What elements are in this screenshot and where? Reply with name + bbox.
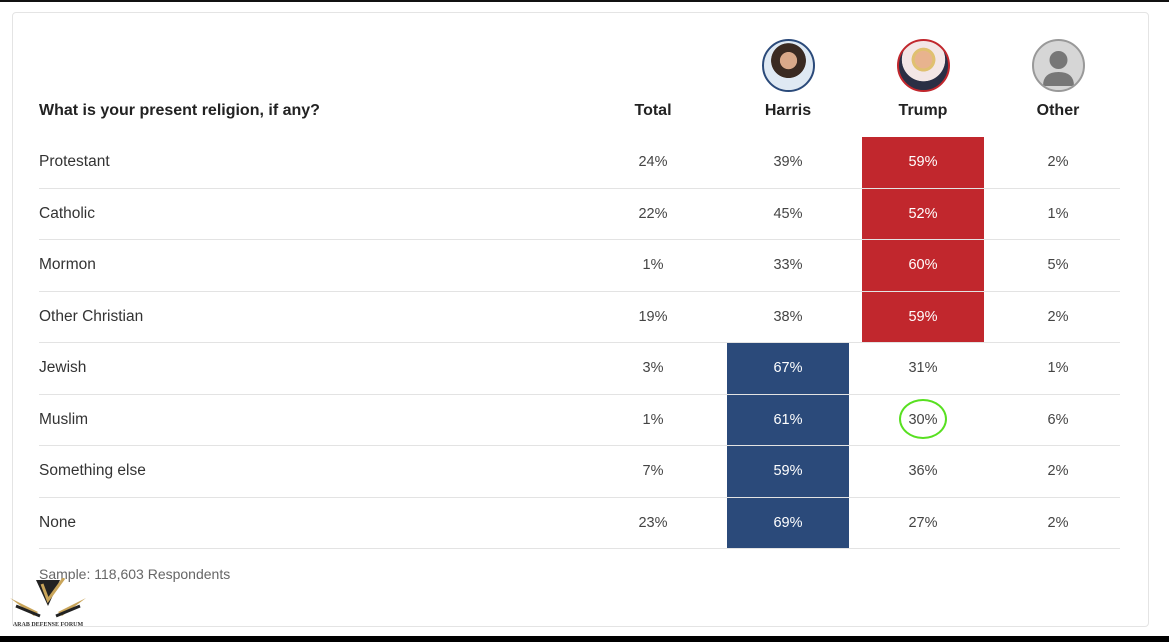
cell-trump: 27% — [862, 498, 984, 549]
cell-value: 2% — [1047, 463, 1069, 479]
cell-harris: 39% — [727, 137, 849, 188]
cell-value: 1% — [642, 257, 664, 273]
row-label: Catholic — [39, 204, 95, 222]
cell-value: 45% — [773, 205, 803, 222]
trump-avatar — [897, 39, 950, 92]
cell-other: 2% — [997, 446, 1119, 497]
cell-other: 2% — [997, 292, 1119, 343]
cell-harris: 33% — [727, 240, 849, 291]
cell-harris: 59% — [727, 446, 849, 497]
cell-value: 59% — [908, 308, 938, 325]
bottom-border — [0, 636, 1169, 642]
cell-value: 59% — [908, 154, 938, 170]
cell-total: 1% — [592, 395, 714, 446]
cell-trump: 31% — [862, 343, 984, 394]
harris-avatar — [762, 39, 815, 92]
cell-other: 1% — [997, 189, 1119, 240]
cell-value: 23% — [638, 514, 668, 531]
table-row: Something else 7% 59% 36% 2% — [39, 446, 1120, 498]
cell-total: 24% — [592, 137, 714, 188]
cell-value: 59% — [773, 463, 803, 479]
row-label: Jewish — [39, 359, 87, 376]
row-label: Something else — [39, 462, 146, 479]
cell-value: 27% — [908, 514, 938, 531]
cell-value: 1% — [1047, 205, 1069, 222]
cell-value: 33% — [773, 257, 803, 273]
cell-value: 36% — [908, 463, 938, 479]
cell-value: 69% — [773, 514, 803, 531]
table-row: Jewish 3% 67% 31% 1% — [39, 343, 1120, 395]
cell-total: 3% — [592, 343, 714, 394]
person-icon — [1043, 51, 1074, 86]
cell-value: 52% — [908, 205, 938, 222]
col-header-harris: Harris — [764, 102, 812, 119]
table-row: Catholic 22% 45% 52% 1% — [39, 188, 1120, 240]
cell-value: 5% — [1047, 257, 1069, 273]
cell-value: 2% — [1047, 154, 1069, 170]
cell-value: 60% — [908, 257, 938, 273]
cell-total: 7% — [592, 446, 714, 497]
row-label: Other Christian — [39, 307, 144, 325]
cell-other: 2% — [997, 137, 1119, 188]
cell-value: 67% — [773, 360, 803, 376]
cell-other: 1% — [997, 343, 1119, 394]
cell-value: 2% — [1047, 514, 1069, 531]
cell-harris: 67% — [727, 343, 849, 394]
cell-total: 19% — [592, 292, 714, 343]
cell-trump: 59% — [862, 291, 984, 342]
cell-harris: 38% — [727, 292, 849, 343]
cell-trump: 59% — [862, 137, 984, 188]
table-row: None 23% 69% 27% 2% — [39, 497, 1120, 549]
cell-value: 6% — [1047, 411, 1069, 428]
cell-total: 22% — [592, 189, 714, 240]
cell-value: 2% — [1047, 308, 1069, 325]
question-heading: What is your present religion, if any? — [39, 102, 320, 119]
cell-value: 1% — [642, 411, 664, 428]
col-header-total: Total — [634, 102, 672, 119]
cell-value: 31% — [908, 360, 938, 376]
cell-harris: 69% — [727, 497, 849, 548]
col-header-other: Other — [1036, 102, 1080, 119]
cell-trump: 30% — [862, 395, 984, 446]
table-row: Muslim 1% 61% 30% 6% — [39, 394, 1120, 446]
cell-value: 19% — [638, 308, 668, 325]
cell-other: 2% — [997, 498, 1119, 549]
cell-value: 1% — [1047, 360, 1069, 376]
cell-other: 6% — [997, 395, 1119, 446]
watermark-logo: ARAB DEFENSE FORUM — [8, 577, 88, 638]
cell-other: 5% — [997, 240, 1119, 291]
cell-trump: 36% — [862, 446, 984, 497]
cell-total: 1% — [592, 240, 714, 291]
cell-harris: 61% — [727, 394, 849, 445]
highlight-circle — [899, 398, 947, 439]
row-label: Muslim — [39, 410, 89, 428]
other-avatar — [1032, 39, 1085, 92]
cell-harris: 45% — [727, 189, 849, 240]
cell-trump: 52% — [862, 188, 984, 239]
table-row: Protestant 24% 39% 59% 2% — [39, 137, 1120, 189]
table-row: Other Christian 19% 38% 59% 2% — [39, 291, 1120, 343]
cell-value: 22% — [638, 205, 668, 222]
cell-value: 38% — [773, 308, 803, 325]
row-label: None — [39, 513, 77, 531]
top-border — [0, 0, 1169, 2]
cell-total: 23% — [592, 498, 714, 549]
row-label: Protestant — [39, 153, 110, 170]
cell-value: 24% — [638, 154, 668, 170]
cell-trump: 60% — [862, 240, 984, 291]
cell-value: 61% — [773, 411, 803, 428]
cell-value: 3% — [642, 360, 664, 376]
sample-note: Sample: 118,603 Respondents — [39, 566, 231, 582]
table-row: Mormon 1% 33% 60% 5% — [39, 240, 1120, 292]
col-header-trump: Trump — [898, 102, 948, 119]
cell-value: 39% — [773, 154, 803, 170]
cell-value: 7% — [642, 463, 664, 479]
row-label: Mormon — [39, 256, 96, 273]
